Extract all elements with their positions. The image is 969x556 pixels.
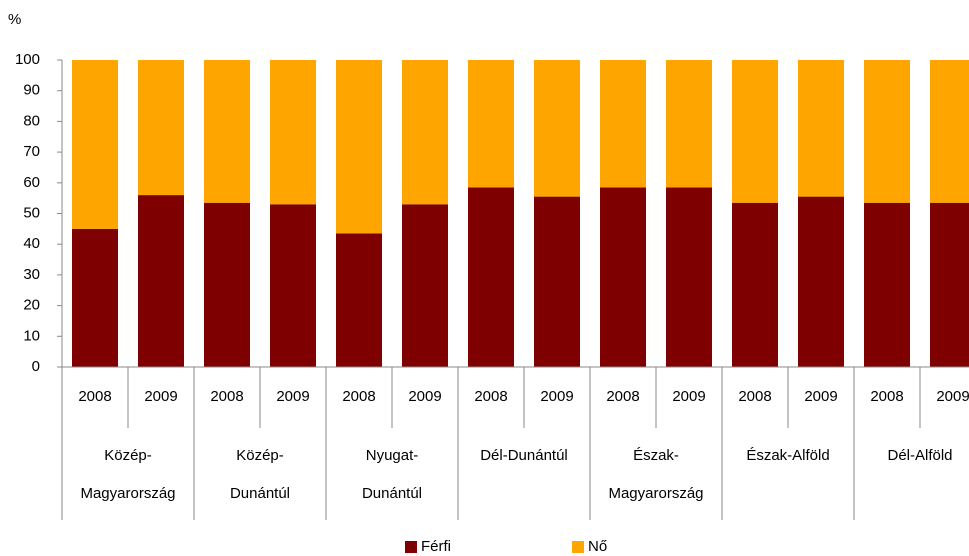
x-tick-label: 2009 — [936, 388, 969, 405]
y-tick-label: 70 — [23, 143, 40, 160]
x-tick-label: 2008 — [606, 388, 639, 405]
bar-segment — [270, 204, 316, 367]
bar-segment — [798, 60, 844, 197]
x-tick-label: 2009 — [408, 388, 441, 405]
y-tick-label: 10 — [23, 327, 40, 344]
bar-segment — [864, 202, 910, 367]
bar-segment — [72, 60, 118, 229]
bar-segment — [732, 60, 778, 203]
bar-segment — [732, 202, 778, 367]
bar-segment — [930, 202, 969, 367]
bar-segment — [930, 60, 969, 203]
bar-segment — [468, 60, 514, 188]
bar-segment — [204, 202, 250, 367]
legend-label: Nő — [588, 538, 607, 555]
bar-segment — [534, 196, 580, 367]
bar-segment — [138, 195, 184, 367]
x-tick-label: 2008 — [210, 388, 243, 405]
x-tick-label: 2008 — [342, 388, 375, 405]
group-label: Magyarország — [608, 485, 703, 502]
y-tick-label: 100 — [15, 51, 40, 68]
group-label: Közép- — [236, 447, 284, 464]
y-tick-label: 0 — [32, 358, 40, 375]
bar-segment — [336, 60, 382, 234]
bar-segment — [468, 187, 514, 367]
x-tick-label: 2009 — [672, 388, 705, 405]
bar-segment — [600, 60, 646, 188]
group-label: Észak-Alföld — [746, 447, 829, 464]
legend-swatch — [572, 541, 584, 553]
x-tick-label: 2009 — [276, 388, 309, 405]
group-label: Közép- — [104, 447, 152, 464]
y-tick-label: 50 — [23, 204, 40, 221]
group-label: Dunántúl — [230, 485, 290, 502]
x-tick-label: 2009 — [144, 388, 177, 405]
group-label: Magyarország — [80, 485, 175, 502]
bar-segment — [72, 228, 118, 367]
y-tick-label: 30 — [23, 266, 40, 283]
legend-label: Férfi — [421, 538, 451, 555]
x-tick-label: 2008 — [78, 388, 111, 405]
bar-segment — [666, 187, 712, 367]
bar-segment — [270, 60, 316, 205]
group-label: Dunántúl — [362, 485, 422, 502]
y-tick-label: 60 — [23, 174, 40, 191]
x-tick-label: 2008 — [474, 388, 507, 405]
x-tick-label: 2008 — [738, 388, 771, 405]
x-tick-label: 2009 — [540, 388, 573, 405]
y-axis-label: % — [8, 11, 21, 28]
bar-segment — [336, 233, 382, 367]
group-label: Nyugat- — [366, 447, 419, 464]
bar-segment — [666, 60, 712, 188]
x-tick-label: 2009 — [804, 388, 837, 405]
y-tick-label: 20 — [23, 297, 40, 314]
x-tick-label: 2008 — [870, 388, 903, 405]
bar-segment — [534, 60, 580, 197]
bar-segment — [138, 60, 184, 196]
legend-swatch — [405, 541, 417, 553]
group-label: Észak- — [633, 447, 679, 464]
y-tick-label: 80 — [23, 112, 40, 129]
bar-segment — [204, 60, 250, 203]
bar-segment — [402, 60, 448, 205]
group-label: Dél-Dunántúl — [480, 447, 568, 464]
y-tick-label: 90 — [23, 82, 40, 99]
bar-segment — [798, 196, 844, 367]
y-tick-label: 40 — [23, 235, 40, 252]
bar-segment — [864, 60, 910, 203]
bar-segment — [402, 204, 448, 367]
group-label: Dél-Alföld — [887, 447, 952, 464]
bar-segment — [600, 187, 646, 367]
